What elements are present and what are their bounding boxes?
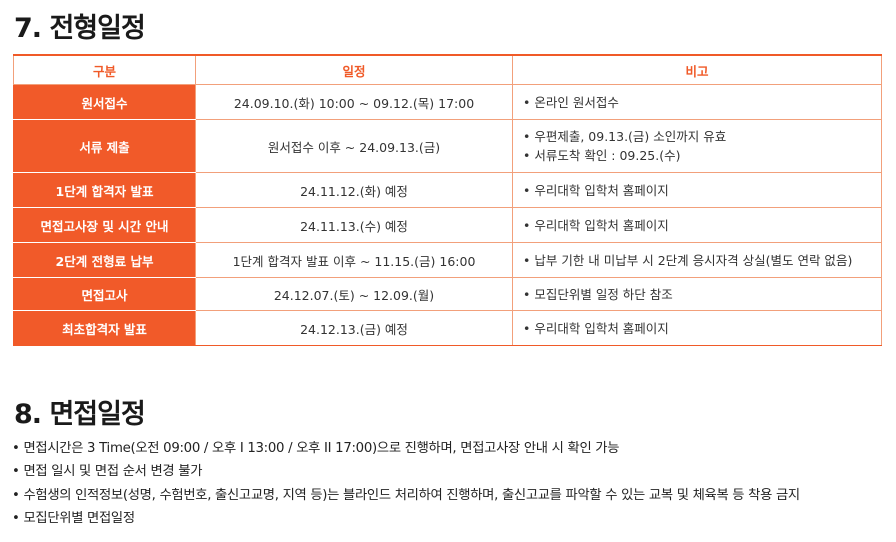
row-note: • 우리대학 입학처 홈페이지 <box>512 172 882 208</box>
row-date: 24.11.13.(수) 예정 <box>195 207 513 243</box>
table-row: 면접고사장 및 시간 안내 24.11.13.(수) 예정 • 우리대학 입학처… <box>13 207 882 243</box>
note-line: • 우리대학 입학처 홈페이지 <box>523 182 669 198</box>
section-title-interview: 8. 면접일정 <box>14 399 146 430</box>
list-item: • 면접 일시 및 면접 순서 변경 불가 <box>12 464 203 480</box>
note-line: • 우리대학 입학처 홈페이지 <box>523 320 669 336</box>
column-header-category: 구분 <box>13 54 196 85</box>
row-date: 24.12.13.(금) 예정 <box>195 310 513 346</box>
table-row: 면접고사 24.12.07.(토) ~ 12.09.(월) • 모집단위별 일정… <box>13 277 882 311</box>
row-note: • 우리대학 입학처 홈페이지 <box>512 207 882 243</box>
row-note: • 납부 기한 내 미납부 시 2단계 응시자격 상실(별도 연락 없음) <box>512 242 882 278</box>
row-note: • 우편제출, 09.13.(금) 소인까지 유효 • 서류도착 확인 : 09… <box>512 119 882 173</box>
row-date: 24.11.12.(화) 예정 <box>195 172 513 208</box>
row-label: 서류 제출 <box>13 119 196 173</box>
note-line: • 모집단위별 일정 하단 참조 <box>523 286 673 302</box>
row-date: 24.12.07.(토) ~ 12.09.(월) <box>195 277 513 311</box>
note-line: • 우리대학 입학처 홈페이지 <box>523 217 669 233</box>
list-item: • 모집단위별 면접일정 <box>12 510 135 526</box>
column-header-remarks: 비고 <box>512 54 882 85</box>
note-line: • 우편제출, 09.13.(금) 소인까지 유효 <box>523 129 727 144</box>
row-label: 2단계 전형료 납부 <box>13 242 196 278</box>
column-header-schedule: 일정 <box>195 54 513 85</box>
row-label: 원서접수 <box>13 84 196 120</box>
table-row: 서류 제출 원서접수 이후 ~ 24.09.13.(금) • 우편제출, 09.… <box>13 119 882 173</box>
note-line: • 납부 기한 내 미납부 시 2단계 응시자격 상실(별도 연락 없음) <box>523 252 853 268</box>
row-date: 원서접수 이후 ~ 24.09.13.(금) <box>195 119 513 173</box>
row-note: • 온라인 원서접수 <box>512 84 882 120</box>
list-item: • 면접시간은 3 Time(오전 09:00 / 오후 I 13:00 / 오… <box>12 441 620 456</box>
note-line: • 서류도착 확인 : 09.25.(수) <box>523 148 681 163</box>
note-line: • 온라인 원서접수 <box>523 94 619 110</box>
row-label: 1단계 합격자 발표 <box>13 172 196 208</box>
row-date: 1단계 합격자 발표 이후 ~ 11.15.(금) 16:00 <box>195 242 513 278</box>
table-header-row: 구분 일정 비고 <box>13 54 882 85</box>
row-note: • 모집단위별 일정 하단 참조 <box>512 277 882 311</box>
list-item: • 수험생의 인적정보(성명, 수험번호, 출신고교명, 지역 등)는 블라인드… <box>12 487 800 503</box>
table-row: 1단계 합격자 발표 24.11.12.(화) 예정 • 우리대학 입학처 홈페… <box>13 172 882 208</box>
interview-info-list: • 면접시간은 3 Time(오전 09:00 / 오후 I 13:00 / 오… <box>12 437 800 530</box>
table-row: 2단계 전형료 납부 1단계 합격자 발표 이후 ~ 11.15.(금) 16:… <box>13 242 882 278</box>
row-label: 면접고사장 및 시간 안내 <box>13 207 196 243</box>
section-title-schedule: 7. 전형일정 <box>14 13 146 44</box>
row-date: 24.09.10.(화) 10:00 ~ 09.12.(목) 17:00 <box>195 84 513 120</box>
table-row: 최초합격자 발표 24.12.13.(금) 예정 • 우리대학 입학처 홈페이지 <box>13 310 882 346</box>
row-note: • 우리대학 입학처 홈페이지 <box>512 310 882 346</box>
row-label: 최초합격자 발표 <box>13 310 196 346</box>
schedule-table: 구분 일정 비고 원서접수 24.09.10.(화) 10:00 ~ 09.12… <box>13 54 882 346</box>
row-label: 면접고사 <box>13 277 196 311</box>
table-row: 원서접수 24.09.10.(화) 10:00 ~ 09.12.(목) 17:0… <box>13 84 882 120</box>
